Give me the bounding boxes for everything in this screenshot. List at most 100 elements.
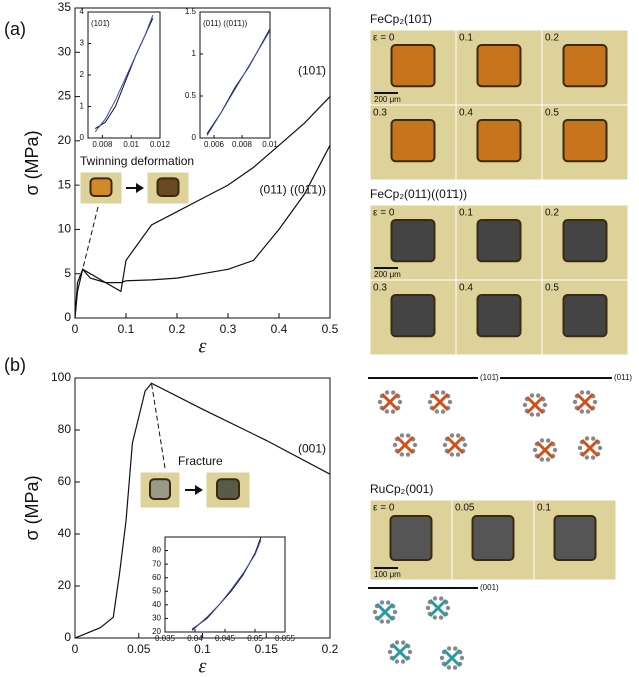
inset-label: (101̄) [91,19,110,28]
bond [582,440,598,456]
atom [586,390,590,394]
structure-label: (101̄) [480,373,499,382]
panel-label: (a) [4,19,26,39]
x-tick-label: 0.05 [247,634,263,643]
crystal [478,45,521,86]
x-tick-label: 0.01 [262,140,278,149]
atom [546,438,550,442]
y-tick-label: 40 [152,600,161,609]
x-tick-label: 0.2 [169,322,186,336]
atom [435,409,439,413]
atom [443,443,447,447]
atom [540,438,544,442]
structure-label: (001) [480,583,499,592]
atom [395,640,399,644]
crystal [555,516,596,560]
atom [373,610,377,614]
atom [408,650,412,654]
x-tick-label: 0.01 [123,140,139,149]
atom [401,659,405,663]
y-tick-label: 50 [152,586,161,595]
panel-title: RuCp₂(001) [370,482,433,496]
y-tick-label: 30 [152,614,161,623]
x-axis-label: ε [199,656,207,677]
x-tick-label: 0.008 [232,140,253,149]
crystal [392,120,435,161]
atom [393,610,397,614]
atom [413,443,417,447]
atom [400,452,404,456]
x-tick-label: 0.5 [322,322,339,336]
y-tick-label: 0 [64,310,71,324]
atom [386,600,390,604]
atom [578,446,582,450]
y-axis-label: σ (MPa) [22,475,42,540]
y-tick-label: 1.5 [185,7,197,16]
crystal [564,220,607,261]
strain-label: 0.5 [545,283,559,294]
bond [537,442,553,458]
x-tick-label: 0 [72,322,79,336]
scale-label: 200 μm [374,95,401,104]
inset-label: (011) ((01̄1)) [203,19,248,28]
x-tick-label: 0.055 [275,634,296,643]
leader [152,383,166,468]
atom [447,646,451,650]
atom [530,412,534,416]
y-tick-label: 10 [58,222,72,236]
crystal [564,45,607,86]
x-tick-label: 0.006 [204,140,225,149]
crystal [217,479,239,499]
atom [536,393,540,397]
strain-label: 0.3 [373,283,387,294]
scale-label: 100 μm [374,570,401,579]
atom [401,640,405,644]
y-tick-label: 0 [80,133,85,142]
annotation: Twinning deformation [80,154,194,168]
atom [426,606,430,610]
crystal [392,45,435,86]
x-tick-label: 0.15 [255,642,279,656]
bond [447,437,463,453]
crystal [150,479,170,499]
series-label: (001) [298,441,326,455]
y-tick-label: 80 [58,422,72,436]
figure: (a) (b) 00.10.20.30.40.505101520253035εσ… [0,0,639,677]
atom [450,433,454,437]
panel-title: FeCp₂(011)((01̄1)) [370,187,467,201]
x-tick-label: 0.3 [220,322,237,336]
y-tick-label: 80 [152,546,161,555]
bond [397,437,413,453]
atom [533,448,537,452]
panel-title: FeCp₂(101̄) [370,12,432,26]
y-tick-label: 4 [80,7,85,16]
crystal [478,295,521,336]
bond [392,644,408,660]
atom [585,436,589,440]
atom [453,646,457,650]
y-tick-label: 25 [58,89,72,103]
atom [553,448,557,452]
atom [585,455,589,459]
y-tick-label: 0 [64,630,71,644]
leader [83,207,98,269]
strain-label: 0.1 [459,33,473,44]
atom [439,596,443,600]
atom [380,619,384,623]
arrow-head [136,183,144,193]
scale-label: 200 μm [374,270,401,279]
crystal [473,516,514,560]
atom [591,455,595,459]
y-tick-label: 5 [64,266,71,280]
structure-label: (011) [614,373,632,382]
atom [440,656,444,660]
atom [385,390,389,394]
atom [580,409,584,413]
crystal [91,178,112,196]
bond [377,604,393,620]
atom [447,665,451,669]
atom [460,656,464,660]
y-tick-label: 35 [58,0,72,14]
atom [546,457,550,461]
arrow-head [195,485,203,495]
